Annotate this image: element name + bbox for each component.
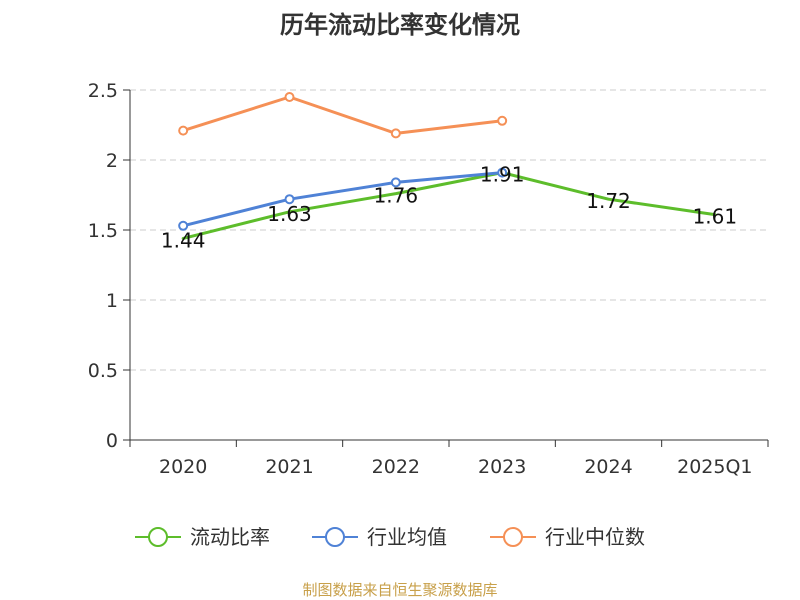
series-line [181, 95, 504, 135]
legend-label: 行业中位数 [545, 525, 645, 549]
legend-marker [148, 527, 168, 547]
data-label: 1.44 [161, 228, 206, 252]
gridlines [130, 89, 768, 371]
data-point [390, 177, 401, 188]
y-tick-label: 1 [106, 290, 118, 312]
legend: 流动比率 行业均值 行业中位数 [135, 525, 645, 549]
x-tick-label: 2020 [159, 456, 207, 478]
axes: 0 0.5 1 1.5 2 2.5 2020 2021 2022 2023 2024 2025Q1 [88, 80, 769, 478]
data-label: 1.91 [480, 163, 525, 187]
y-tick-label: 2.5 [88, 80, 118, 102]
legend-label: 行业均值 [367, 525, 447, 549]
y-tick-label: 0 [106, 430, 118, 452]
data-point [284, 92, 295, 102]
y-tick-label: 0.5 [88, 360, 118, 382]
chart-title: 历年流动比率变化情况 [280, 11, 520, 39]
series-line [181, 171, 717, 240]
x-tick-label: 2023 [478, 456, 526, 478]
source-note: 制图数据来自恒生聚源数据库 [302, 581, 497, 599]
legend-label: 流动比率 [190, 525, 270, 549]
data-label: 1.63 [267, 202, 312, 226]
y-tick-label: 2 [106, 150, 118, 172]
x-tick-label: 2021 [265, 456, 313, 478]
data-label: 1.61 [693, 205, 738, 229]
data-label: 1.76 [374, 184, 419, 208]
y-tick-label: 1.5 [88, 220, 118, 242]
x-tick-label: 2022 [372, 456, 420, 478]
legend-marker [503, 527, 523, 547]
data-point [497, 167, 508, 178]
data-point [178, 125, 189, 136]
x-tick-label: 2024 [584, 456, 632, 478]
data-point [497, 115, 508, 126]
data-point [390, 128, 401, 139]
legend-marker [325, 527, 345, 547]
data-labels: 1.44 1.63 1.76 1.91 1.72 1.61 [161, 163, 737, 253]
data-point [284, 194, 295, 205]
data-label: 1.72 [586, 189, 631, 213]
x-tick-label: 2025Q1 [677, 456, 752, 478]
data-point [178, 220, 189, 231]
series-line [181, 171, 504, 228]
series-lines [178, 92, 717, 240]
